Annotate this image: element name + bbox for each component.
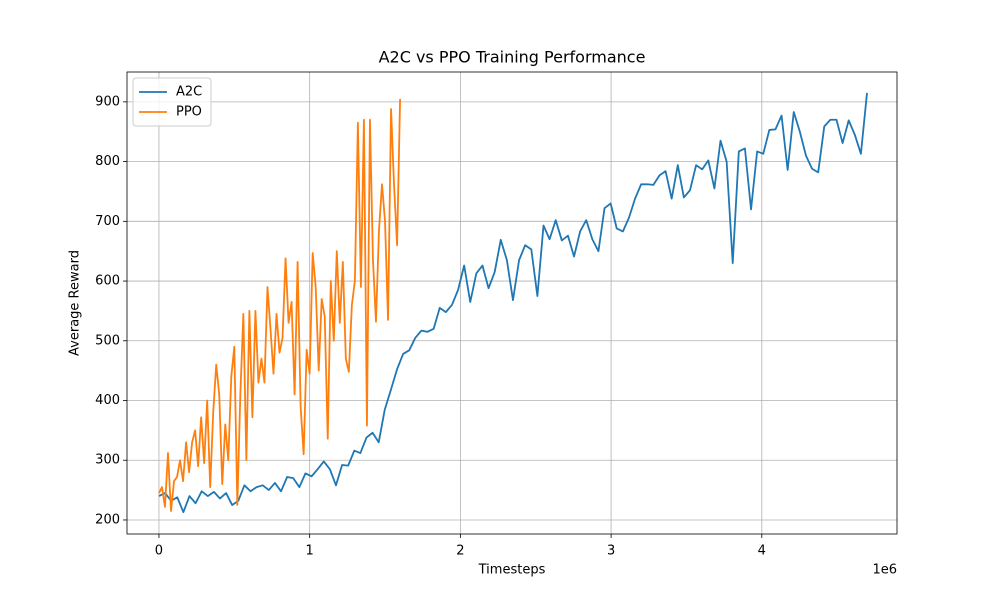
x-tick-label: 2 xyxy=(456,544,464,559)
legend-label: PPO xyxy=(176,105,202,120)
series-line xyxy=(158,98,401,512)
plot-frame xyxy=(126,71,898,535)
y-tick-label: 800 xyxy=(95,154,120,169)
legend-box xyxy=(132,77,212,127)
y-axis-label: Average Reward xyxy=(68,250,83,356)
y-tick-label: 600 xyxy=(95,274,120,289)
x-offset-label: 1e6 xyxy=(872,563,897,578)
x-tick-label: 1 xyxy=(306,544,314,559)
legend-label: A2C xyxy=(176,85,202,100)
x-tick-label: 3 xyxy=(607,544,615,559)
y-tick-label: 700 xyxy=(95,214,120,229)
x-axis-label: Timesteps xyxy=(478,563,546,578)
x-tick-label: 4 xyxy=(758,544,766,559)
y-tick-label: 900 xyxy=(95,94,120,109)
chart-title: A2C vs PPO Training Performance xyxy=(379,48,646,67)
y-tick-label: 200 xyxy=(95,512,120,527)
y-tick-label: 500 xyxy=(95,333,120,348)
x-tick-label: 0 xyxy=(155,544,163,559)
y-tick-label: 400 xyxy=(95,393,120,408)
series-line xyxy=(158,92,868,514)
y-tick-label: 300 xyxy=(95,453,120,468)
